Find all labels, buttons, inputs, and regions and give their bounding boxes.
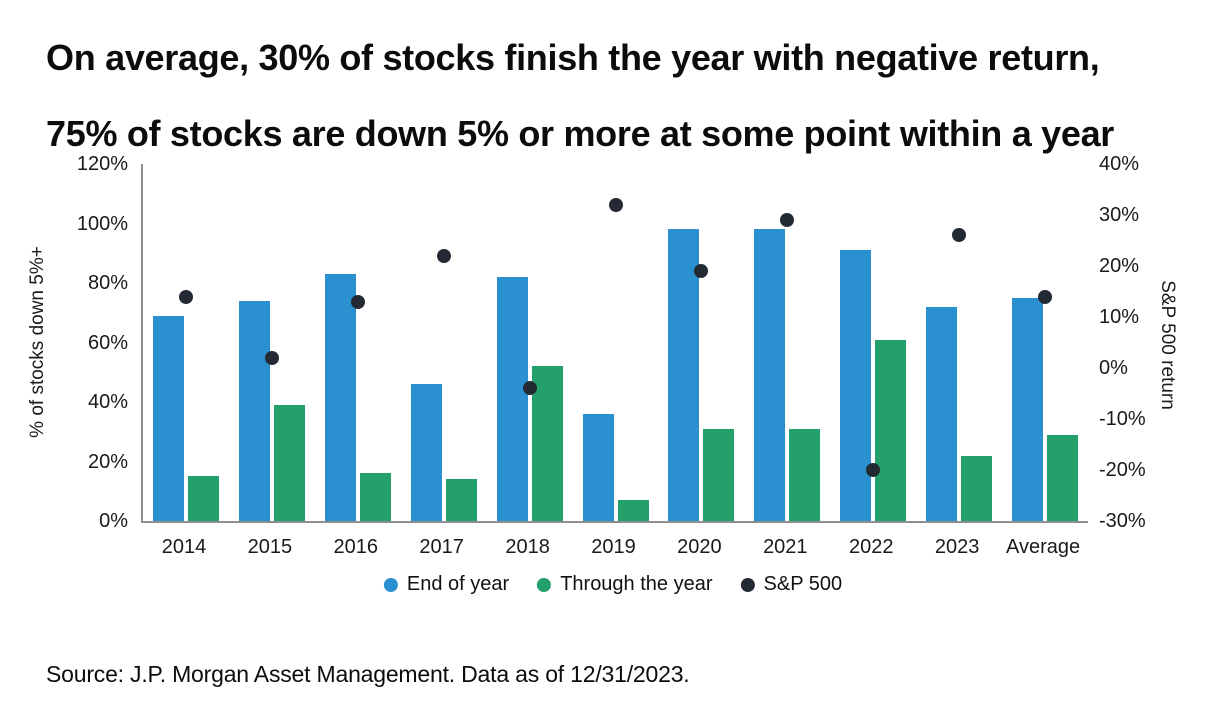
sp500-dot-2018 xyxy=(522,381,537,396)
x-label-2018: 2018 xyxy=(505,536,550,558)
right-tick-20: -20% xyxy=(1099,459,1146,481)
bar-through-the-year-2020 xyxy=(703,428,735,521)
chart-title-line2: 75% of stocks are down 5% or more at som… xyxy=(46,113,1114,154)
x-label-2022: 2022 xyxy=(848,536,894,558)
sp500-dot-2017 xyxy=(436,248,451,263)
sp500-dot-2020 xyxy=(694,264,709,279)
x-label-2017: 2017 xyxy=(419,536,464,558)
bar-end-of-year-2017 xyxy=(410,384,442,521)
legend-swatch-end-of-year-icon xyxy=(383,577,398,592)
legend-swatch-s-p-500-icon xyxy=(740,577,755,592)
x-label-2021: 2021 xyxy=(763,536,808,558)
x-label-2016: 2016 xyxy=(333,536,379,558)
bar-end-of-year-2015 xyxy=(238,300,270,521)
left-tick-0: 0% xyxy=(99,510,128,532)
bar-end-of-year-2019 xyxy=(582,413,614,521)
left-tick-20: 20% xyxy=(87,450,128,473)
source-note: Source: J.P. Morgan Asset Management. Da… xyxy=(46,661,690,687)
bar-through-the-year-2021 xyxy=(789,428,821,521)
left-tick-100: 100% xyxy=(76,212,128,235)
bar-through-the-year-2023 xyxy=(961,455,993,521)
sp500-dot-2022 xyxy=(866,463,881,477)
sp500-dot-2019 xyxy=(608,197,623,212)
right-tick-30: 30% xyxy=(1099,204,1140,226)
x-label-average: Average xyxy=(1005,536,1081,558)
legend-item-s-p-500: S&P 500 xyxy=(740,573,843,596)
left-tick-120: 120% xyxy=(76,153,128,175)
legend-label-end-of-year: End of year xyxy=(406,573,510,595)
bar-end-of-year-average xyxy=(1012,297,1044,521)
bar-end-of-year-2020 xyxy=(668,229,700,521)
left-tick-40: 40% xyxy=(87,391,128,413)
x-label-2014: 2014 xyxy=(161,536,207,558)
chart-title: On average, 30% of stocks finish the yea… xyxy=(46,20,1186,172)
bar-end-of-year-2016 xyxy=(324,274,356,521)
bar-through-the-year-2022 xyxy=(875,339,907,521)
sp500-dot-2016 xyxy=(350,294,365,309)
bar-end-of-year-2018 xyxy=(496,277,528,521)
bar-end-of-year-2022 xyxy=(840,250,872,521)
bar-through-the-year-2016 xyxy=(359,473,391,521)
legend-label-s-p-500: S&P 500 xyxy=(763,573,843,595)
sp500-dot-average xyxy=(1038,289,1053,304)
bar-through-the-year-2014 xyxy=(187,476,219,521)
bar-end-of-year-2021 xyxy=(754,229,786,521)
sp500-dot-2014 xyxy=(178,289,193,304)
bar-through-the-year-2018 xyxy=(531,366,563,521)
right-tick-10: -10% xyxy=(1099,408,1146,430)
right-tick-30: -30% xyxy=(1099,510,1146,532)
legend-swatch-through-the-year-icon xyxy=(537,577,552,592)
bar-through-the-year-2017 xyxy=(445,479,477,521)
right-tick-10: 10% xyxy=(1099,306,1140,328)
chart-title-line1: On average, 30% of stocks finish the yea… xyxy=(46,37,1100,78)
x-label-2019: 2019 xyxy=(591,536,636,558)
legend: End of year Through the year S&P 500 xyxy=(383,573,843,596)
x-label-2020: 2020 xyxy=(677,536,722,558)
x-label-2023: 2023 xyxy=(934,536,980,558)
plot-area xyxy=(141,164,1088,523)
sp500-dot-2023 xyxy=(952,228,967,243)
left-tick-80: 80% xyxy=(87,272,128,294)
right-tick-0: 0% xyxy=(1099,357,1128,379)
x-label-2015: 2015 xyxy=(247,536,293,558)
sp500-dot-2015 xyxy=(264,350,279,365)
legend-item-end-of-year: End of year xyxy=(383,573,510,596)
bar-through-the-year-2019 xyxy=(617,500,649,521)
right-tick-40: 40% xyxy=(1099,153,1140,175)
bar-end-of-year-2023 xyxy=(926,306,958,521)
sp500-dot-2021 xyxy=(780,213,795,228)
bar-end-of-year-2014 xyxy=(152,315,184,521)
right-axis-title: S&P 500 return xyxy=(1157,280,1178,410)
bar-through-the-year-average xyxy=(1047,434,1079,521)
right-tick-20: 20% xyxy=(1099,255,1140,277)
legend-label-through-the-year: Through the year xyxy=(560,573,713,595)
legend-item-through-the-year: Through the year xyxy=(537,573,713,596)
left-tick-60: 60% xyxy=(87,331,128,354)
bar-through-the-year-2015 xyxy=(273,404,305,521)
